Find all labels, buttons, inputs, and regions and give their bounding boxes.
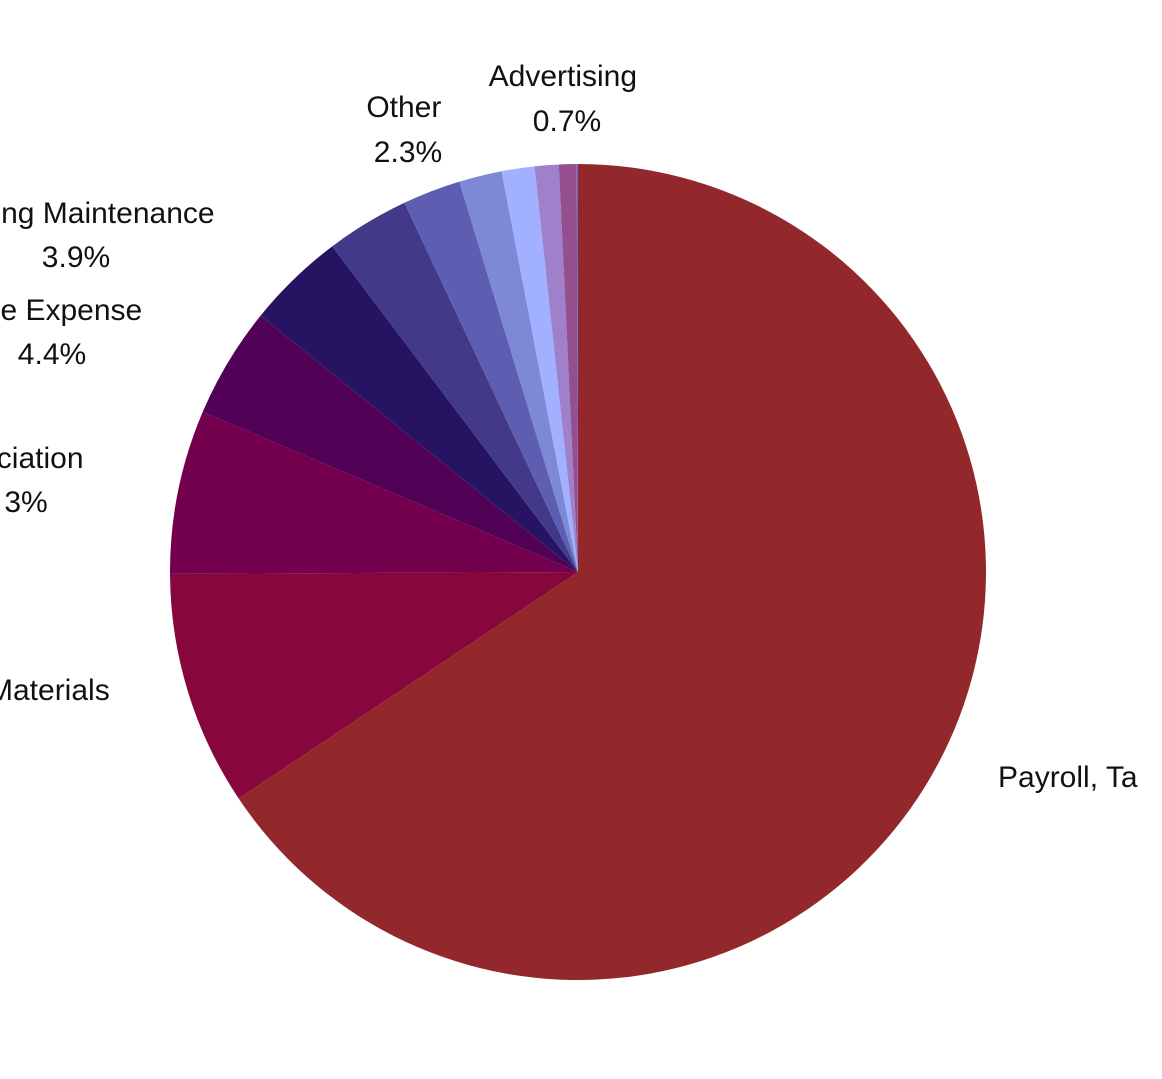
pie-slice-10	[558, 164, 578, 572]
slice-label-advertising-pct: 0.7%	[533, 105, 601, 138]
slice-label-other: Other 2.3%	[366, 91, 449, 169]
slice-label-advertising-name: Advertising	[489, 60, 637, 93]
slice-label-payroll-name: Payroll, Ta	[998, 761, 1138, 794]
pie-slice-8	[501, 166, 578, 572]
pie-slice-1	[170, 572, 578, 799]
slice-label-office-expense-pct: 4.4%	[18, 338, 86, 371]
pie-slice-4	[260, 246, 578, 572]
slice-label-office-expense: ce Expense 4.4%	[0, 294, 151, 371]
pie-slice-7	[459, 171, 578, 572]
pie-slice-9	[534, 164, 578, 572]
pie-slice-0	[238, 164, 987, 980]
slice-label-payroll: Payroll, Ta	[998, 761, 1138, 794]
pie-slice-2	[169, 411, 579, 574]
slice-label-depreciation-name: eciation	[0, 442, 84, 475]
labels-layer: Payroll, Ta Materials eciation 3% ce Exp…	[0, 60, 1138, 794]
pie-slice-3	[202, 315, 579, 572]
slice-label-building-maintenance: ng Maintenance 3.9%	[1, 197, 223, 274]
pie-slice-6	[404, 181, 578, 572]
slice-label-materials: Materials	[0, 674, 110, 707]
slice-label-other-name: Other	[366, 91, 441, 124]
slice-label-depreciation-pct: 3%	[4, 486, 47, 519]
slice-label-materials-name: Materials	[0, 674, 110, 707]
pie-slice-11	[576, 163, 578, 572]
slice-label-advertising: Advertising 0.7%	[489, 60, 646, 138]
slice-label-building-maintenance-name: ng Maintenance	[1, 197, 215, 230]
slice-label-building-maintenance-pct: 3.9%	[42, 241, 110, 274]
slice-label-office-expense-name: ce Expense	[0, 294, 142, 327]
slices-layer	[169, 163, 987, 980]
slice-label-other-pct: 2.3%	[374, 136, 442, 169]
slice-label-depreciation: eciation 3%	[0, 442, 92, 519]
pie-slice-5	[332, 202, 578, 572]
